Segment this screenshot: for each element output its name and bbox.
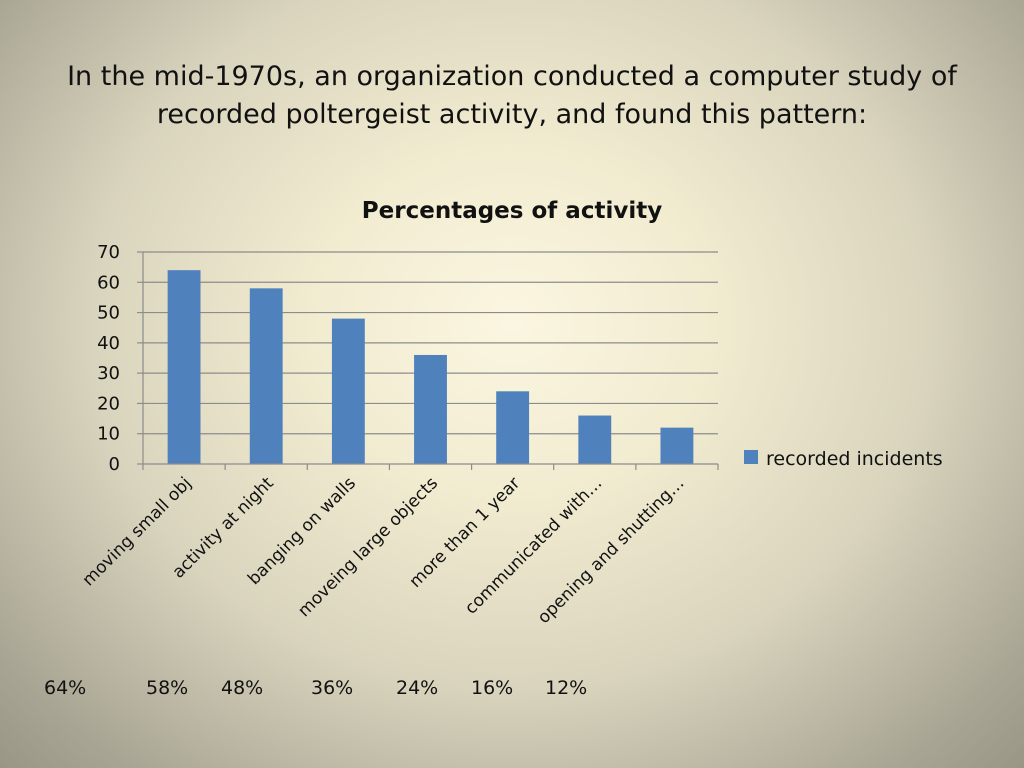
y-tick-label: 40 (97, 333, 120, 354)
legend: recorded incidents (744, 448, 943, 470)
y-tick-label: 20 (97, 393, 120, 414)
y-tick-label: 50 (97, 303, 120, 324)
legend-swatch (744, 450, 758, 464)
bar (496, 391, 530, 464)
bar (167, 270, 201, 464)
axes (137, 251, 719, 470)
x-category-label: moveing large objects (294, 473, 442, 621)
y-tick-labels: 0 10 20 30 40 50 60 70 (97, 242, 120, 475)
y-tick-label: 10 (97, 424, 120, 445)
percent-label: 12% (545, 677, 588, 699)
percent-label: 36% (311, 677, 354, 699)
percent-label: 64% (44, 677, 87, 699)
slide-title-line-1: In the mid-1970s, an organization conduc… (67, 61, 957, 92)
x-category-label: opening and shutting… (534, 473, 689, 628)
chart-title: Percentages of activity (362, 198, 662, 224)
bar (331, 318, 365, 464)
percent-label: 48% (221, 677, 264, 699)
y-tick-label: 60 (97, 272, 120, 293)
y-tick-label: 0 (109, 454, 120, 475)
bar (414, 354, 447, 464)
y-tick-label: 30 (97, 363, 120, 384)
percent-label: 16% (471, 677, 514, 699)
x-category-label: communicated with… (461, 473, 606, 618)
slide-title: In the mid-1970s, an organization conduc… (60, 58, 964, 134)
percent-label: 24% (396, 677, 439, 699)
bars (167, 270, 694, 464)
slide-title-line-2: recorded poltergeist activity, and found… (156, 99, 868, 130)
percent-label: 58% (146, 677, 189, 699)
legend-label: recorded incidents (766, 448, 943, 470)
bar (249, 288, 283, 464)
y-tick-label: 70 (97, 242, 120, 263)
bar (578, 415, 612, 464)
bar (660, 427, 694, 464)
